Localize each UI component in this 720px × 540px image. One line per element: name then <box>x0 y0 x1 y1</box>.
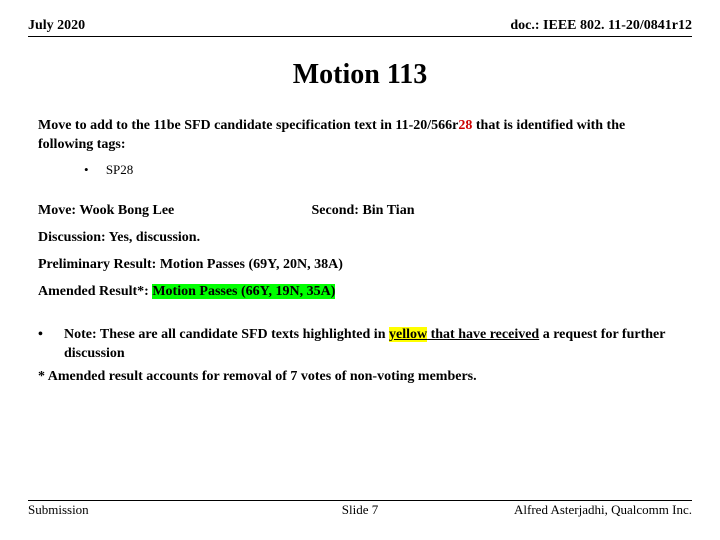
mover-label: Move: <box>38 203 79 218</box>
footer-left: Submission <box>28 502 89 518</box>
sp-row: • SP28 <box>84 161 682 179</box>
content: Move to add to the 11be SFD candidate sp… <box>28 117 692 387</box>
note-text: Note: These are all candidate SFD texts … <box>64 326 682 364</box>
amended-label: Amended Result*: <box>38 284 152 299</box>
note-t2: that have received <box>427 327 539 342</box>
discussion-text: Yes, discussion. <box>109 230 200 245</box>
prelim-text: Motion Passes (69Y, 20N, 38A) <box>160 257 343 272</box>
note-yellow: yellow <box>389 327 427 342</box>
note-block: • Note: These are all candidate SFD text… <box>38 326 682 387</box>
bullet-icon: • <box>38 326 64 364</box>
discussion-label: Discussion: <box>38 230 109 245</box>
bullet-icon: • <box>84 162 89 177</box>
motion-text: Move to add to the 11be SFD candidate sp… <box>38 117 682 155</box>
mover-name: Wook Bong Lee <box>79 203 174 218</box>
header: July 2020 doc.: IEEE 802. 11-20/0841r12 <box>28 18 692 37</box>
amended-highlight: Motion Passes (66Y, 19N, 35A) <box>152 284 335 299</box>
mover-seconder-row: Move: Wook Bong Lee Second: Bin Tian <box>38 202 682 221</box>
mover: Move: Wook Bong Lee <box>38 202 308 221</box>
motion-part1: Move to add to the 11be SFD candidate sp… <box>38 118 458 133</box>
footer: Submission Slide 7 Alfred Asterjadhi, Qu… <box>28 500 692 518</box>
motion-rev: 28 <box>458 118 472 133</box>
header-doc: doc.: IEEE 802. 11-20/0841r12 <box>510 18 692 34</box>
prelim-label: Preliminary Result: <box>38 257 160 272</box>
footer-center: Slide 7 <box>342 502 378 518</box>
amended-row: Amended Result*: Motion Passes (66Y, 19N… <box>38 283 682 302</box>
prelim-row: Preliminary Result: Motion Passes (69Y, … <box>38 256 682 275</box>
discussion-row: Discussion: Yes, discussion. <box>38 229 682 248</box>
amend-footnote: * Amended result accounts for removal of… <box>38 368 682 387</box>
page-title: Motion 113 <box>28 59 692 91</box>
note-t1: Note: These are all candidate SFD texts … <box>64 327 389 342</box>
seconder: Second: Bin Tian <box>312 203 415 218</box>
seconder-name: Bin Tian <box>362 203 414 218</box>
footer-right: Alfred Asterjadhi, Qualcomm Inc. <box>514 502 692 518</box>
seconder-label: Second: <box>312 203 363 218</box>
note-row: • Note: These are all candidate SFD text… <box>38 326 682 364</box>
header-date: July 2020 <box>28 18 85 34</box>
sp-label: SP28 <box>106 162 133 177</box>
